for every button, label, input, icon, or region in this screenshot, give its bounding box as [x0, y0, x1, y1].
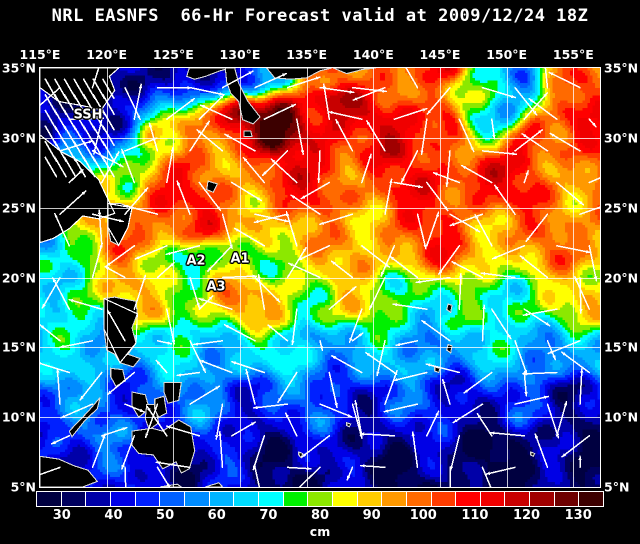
colorbar-swatch [184, 492, 210, 506]
colorbar-swatch [530, 492, 555, 506]
colorbar-swatch [382, 492, 407, 506]
colorbar-swatch [480, 492, 506, 506]
lon-tick-label: 130°E [219, 47, 261, 62]
colorbar-tick-label: 50 [156, 508, 175, 523]
colorbar-swatch [258, 492, 284, 506]
lon-tick-label: 120°E [86, 47, 128, 62]
colorbar-tick-label: 110 [461, 508, 489, 523]
colorbar-swatch [135, 492, 161, 506]
colorbar-swatch [332, 492, 358, 506]
lat-tick-label: 20°N [604, 270, 639, 285]
colorbar-swatch [308, 492, 333, 506]
map-plot-area [40, 68, 600, 487]
colorbar-swatch [431, 492, 457, 506]
lon-tick-label: 155°E [552, 47, 594, 62]
colorbar-swatch [357, 492, 383, 506]
lat-tick-label: 5°N [604, 479, 630, 495]
ssh-contour-field [40, 68, 600, 487]
lat-tick-label: 25°N [604, 200, 639, 216]
colorbar-tick-label: 100 [409, 508, 437, 523]
lon-tick-label: 115°E [19, 47, 61, 62]
colorbar-tick-label: 130 [564, 508, 592, 523]
lat-tick-label: 30°N [1, 130, 36, 146]
lat-tick-label: 10°N [1, 409, 36, 425]
colorbar-swatch [37, 492, 62, 506]
colorbar-swatch [61, 492, 87, 506]
colorbar-tick-label: 80 [310, 508, 330, 523]
colorbar [36, 491, 604, 507]
lon-tick-label: 135°E [286, 47, 328, 62]
colorbar-swatch [209, 492, 235, 506]
colorbar-swatch [283, 492, 309, 506]
lon-tick-label: 125°E [152, 47, 194, 62]
lat-tick-label: 15°N [604, 339, 639, 355]
colorbar-swatch [579, 492, 604, 506]
lon-tick-label: 140°E [352, 47, 394, 62]
lat-tick-label: 10°N [604, 409, 639, 425]
colorbar-tick-label: 60 [207, 508, 226, 523]
lon-tick-label: 145°E [419, 47, 461, 62]
colorbar-tick-label: 70 [259, 508, 278, 523]
colorbar-swatch [505, 492, 531, 506]
colorbar-swatch [554, 492, 580, 506]
colorbar-swatch [160, 492, 185, 506]
colorbar-swatch [234, 492, 259, 506]
colorbar-ticks: 30 40 50 60 70 80 90 100 110 120 130 [36, 508, 604, 523]
lat-tick-label: 35°N [604, 60, 639, 76]
lon-tick-label: 150°E [486, 47, 528, 62]
colorbar-swatch [456, 492, 481, 506]
colorbar-unit-label: cm [309, 524, 331, 539]
figure-title: NRL EASNFS 66-Hr Forecast valid at 2009/… [51, 6, 589, 26]
colorbar-swatch [110, 492, 136, 506]
colorbar-tick-label: 30 [52, 508, 71, 523]
colorbar-swatch [86, 492, 111, 506]
lat-tick-label: 5°N [10, 479, 36, 495]
colorbar-swatch [406, 492, 432, 506]
colorbar-tick-label: 90 [362, 508, 381, 523]
lat-tick-label: 25°N [1, 200, 36, 216]
lat-tick-label: 20°N [1, 270, 36, 285]
lat-tick-label: 30°N [604, 130, 639, 146]
lat-tick-label: 35°N [1, 60, 36, 76]
colorbar-tick-label: 40 [104, 508, 123, 523]
colorbar-tick-label: 120 [512, 508, 541, 523]
lat-tick-label: 15°N [1, 339, 36, 355]
